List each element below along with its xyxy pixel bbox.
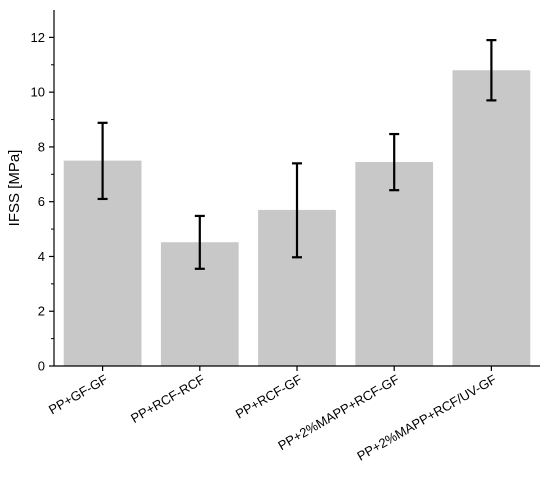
bars-group (63, 70, 531, 366)
y-axis-title: IFSS [MPa] (6, 150, 23, 227)
y-tick-label-6: 6 (38, 194, 45, 209)
y-tick-label-12: 12 (31, 30, 45, 45)
error-bars-group (97, 39, 497, 270)
x-tick-labels-group: PP+GF-GF PP+RCF-RCF PP+RCF-GFPP+2%MAPP+RCF… (46, 366, 499, 464)
y-tick-label-8: 8 (38, 139, 45, 154)
y-tick-label-0: 0 (38, 359, 45, 374)
y-tick-label-10: 10 (31, 85, 45, 100)
y-tick-label-2: 2 (38, 304, 45, 319)
y-ticks-group: 0 2 4 6 8 10 12 (31, 30, 54, 374)
x-tick-label-2: PP+RCF-RCF (128, 372, 207, 426)
bar-5 (452, 70, 531, 366)
x-tick-label-3: PP+RCF-GF (233, 372, 305, 422)
bar-4 (355, 161, 434, 366)
y-tick-label-4: 4 (38, 249, 45, 264)
x-tick-label-1: PP+GF-GF (46, 372, 110, 418)
